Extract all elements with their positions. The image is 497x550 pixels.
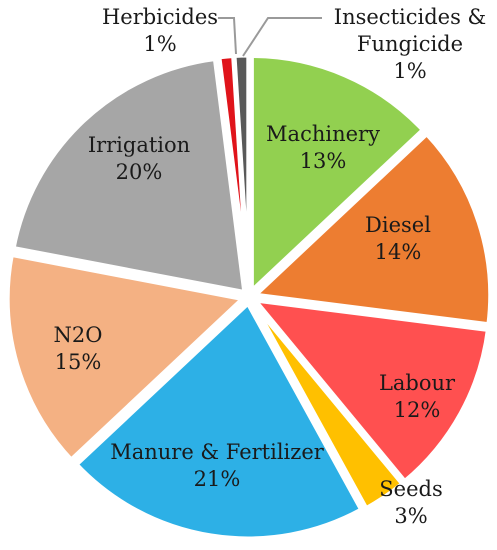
slice-label-diesel: Diesel 14% — [365, 213, 431, 264]
slice-label-machinery: Machinery 13% — [266, 122, 380, 173]
pie-slices — [4, 52, 494, 542]
pie-slice-machinery — [248, 52, 427, 298]
slice-label-labour: Labour 12% — [379, 371, 456, 422]
slice-value-label: 21% — [194, 467, 241, 491]
slice-category-label: Irrigation — [88, 133, 190, 157]
slice-label-n2o: N2O 15% — [54, 323, 103, 374]
pie-slice-insecticides-and-fungicide — [231, 52, 252, 292]
slice-label-manure-and-fertilizer: Manure & Fertilizer 21% — [110, 440, 325, 491]
slice-labels: Machinery 13% Diesel 14% Labour 12% Seeds 3% Man… — [54, 5, 487, 528]
slice-value-label: 12% — [394, 398, 441, 422]
pie-slice-manure-and-fertilizer — [72, 298, 366, 542]
slice-value-label: 14% — [375, 240, 422, 264]
slice-value-label: 15% — [55, 350, 102, 374]
leader-line-insecticides — [242, 17, 322, 57]
slice-label-seeds: Seeds 3% — [379, 477, 442, 528]
leader-line-herbicides — [218, 17, 237, 55]
pie-slice-irrigation — [10, 55, 248, 296]
pie-slice-seeds — [250, 300, 407, 513]
slice-value-label: 13% — [300, 149, 347, 173]
pie-slice-labour — [248, 296, 492, 486]
slice-category-label: N2O — [54, 323, 103, 347]
slice-category-label: Seeds — [379, 477, 442, 501]
slice-category-label: Fungicide — [357, 32, 463, 56]
slice-category-label: Labour — [379, 371, 456, 395]
slice-value-label: 3% — [394, 504, 427, 528]
slice-category-label: Manure & Fertilizer — [110, 440, 325, 464]
leader-lines — [218, 17, 322, 57]
slice-label-insecticides-and-fungicide: Insecticides & Fungicide 1% — [334, 5, 486, 83]
slice-category-label: Insecticides & — [334, 5, 486, 29]
pie-slice-diesel — [249, 130, 494, 328]
slice-category-label: Machinery — [266, 122, 380, 146]
slice-category-label: Herbicides — [102, 5, 218, 29]
slice-value-label: 20% — [116, 160, 163, 184]
slice-value-label: 1% — [393, 59, 426, 83]
slice-value-label: 1% — [143, 32, 176, 56]
pie-slice-n2o — [4, 251, 249, 464]
slice-category-label: Diesel — [365, 213, 431, 237]
slice-label-herbicides: Herbicides 1% — [102, 5, 218, 56]
slice-label-irrigation: Irrigation 20% — [88, 133, 190, 184]
